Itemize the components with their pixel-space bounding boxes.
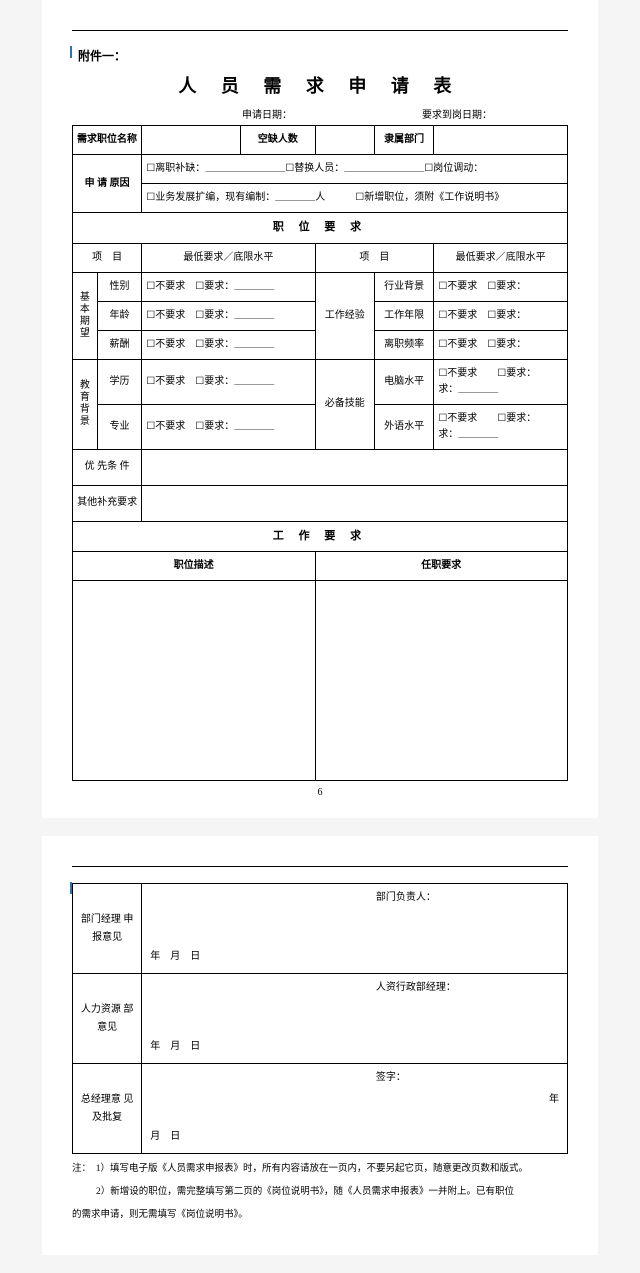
other-label: 其他补充要求 [73, 485, 142, 521]
required-date-label: 要求到岗日期： [422, 106, 492, 121]
major-value[interactable]: ☐不要求 ☐要求：＿＿＿＿ [142, 404, 315, 449]
hr-sig-label: 人资行政部经理： [376, 980, 456, 996]
duty-header: 任职要求 [315, 552, 567, 581]
col-min-right: 最低要求／底限水平 [434, 243, 568, 272]
col-min-left: 最低要求／底限水平 [142, 243, 315, 272]
mgr-cell[interactable]: 部门负责人： 年 月 日 [142, 884, 568, 974]
group-skill: 必备技能 [315, 359, 374, 449]
revision-mark-icon [70, 46, 72, 58]
item-years: 工作年限 [374, 301, 433, 330]
notes-prefix: 注： [72, 1164, 86, 1174]
hr-label: 人力资源 部意见 [73, 974, 142, 1064]
mgr-sig-label: 部门负责人： [376, 890, 436, 906]
item-edu: 学历 [97, 359, 142, 404]
item-turnover: 离职频率 [374, 330, 433, 359]
duty-value[interactable] [315, 581, 567, 781]
edu-value[interactable]: ☐不要求 ☐要求：＿＿＿＿ [142, 359, 315, 404]
item-computer: 电脑水平 [374, 359, 433, 404]
approval-table: 部门经理 申报意见 部门负责人： 年 月 日 人力资源 部意见 人资行政部经理：… [72, 883, 568, 1154]
mgr-label: 部门经理 申报意见 [73, 884, 142, 974]
col-item-right: 项 目 [315, 243, 434, 272]
gm-cell[interactable]: 签字： 年 月 日 [142, 1064, 568, 1154]
note-2: 2）新增设的职位，需完整填写第二页的《岗位说明书》，随《人员需求申报表》一并附上… [96, 1187, 514, 1197]
item-age: 年龄 [97, 301, 142, 330]
dept-label: 隶属部门 [374, 126, 433, 155]
col-item-left: 项 目 [73, 243, 142, 272]
years-value[interactable]: ☐不要求 ☐要求： [434, 301, 568, 330]
industry-value[interactable]: ☐不要求 ☐要求： [434, 272, 568, 301]
priority-label: 优 先条 件 [73, 449, 142, 485]
reason-line1[interactable]: ☐离职补缺：＿＿＿＿＿＿＿＿☐替换人员：＿＿＿＿＿＿＿＿☐岗位调动： [142, 155, 568, 184]
top-rule-2 [72, 866, 568, 867]
item-gender: 性别 [97, 272, 142, 301]
page-number: 6 [72, 787, 568, 798]
gm-label: 总经理意 见及批复 [73, 1064, 142, 1154]
page-1: 附件一： 人 员 需 求 申 请 表 申请日期： 要求到岗日期： 需求职位名称 … [42, 0, 598, 818]
dept-value[interactable] [434, 126, 568, 155]
vacancy-value[interactable] [315, 126, 374, 155]
date-row: 申请日期： 要求到岗日期： [72, 106, 568, 121]
reason-line2[interactable]: ☐业务发展扩编，现有编制：＿＿＿＿人 ☐新增职位，须附《工作说明书》 [142, 184, 568, 213]
gm-sig-label: 签字： [376, 1070, 406, 1086]
position-value[interactable] [142, 126, 241, 155]
turnover-value[interactable]: ☐不要求 ☐要求： [434, 330, 568, 359]
attachment-label: 附件一： [72, 47, 568, 64]
gm-year: 年 [549, 1092, 559, 1108]
salary-value[interactable]: ☐不要求 ☐要求：＿＿＿＿ [142, 330, 315, 359]
top-rule [72, 30, 568, 31]
mgr-date: 年 月 日 [150, 949, 200, 965]
desc-value[interactable] [73, 581, 316, 781]
hr-cell[interactable]: 人资行政部经理： 年 月 日 [142, 974, 568, 1064]
position-label: 需求职位名称 [73, 126, 142, 155]
computer-value[interactable]: ☐不要求 ☐要求：求：＿＿＿＿ [434, 359, 568, 404]
item-lang: 外语水平 [374, 404, 433, 449]
gender-value[interactable]: ☐不要求 ☐要求：＿＿＿＿ [142, 272, 315, 301]
note-1: 1）填写电子版《人员需求申报表》时，所有内容请放在一页内，不要另起它页，随意更改… [96, 1164, 528, 1174]
item-salary: 薪酬 [97, 330, 142, 359]
item-industry: 行业背景 [374, 272, 433, 301]
apply-date-label: 申请日期： [242, 106, 422, 121]
main-form-table: 需求职位名称 空缺人数 隶属部门 申 请 原因 ☐离职补缺：＿＿＿＿＿＿＿＿☐替… [72, 125, 568, 781]
vacancy-label: 空缺人数 [241, 126, 315, 155]
group-edu: 教育背景 [73, 359, 98, 449]
notes-block: 注： 1）填写电子版《人员需求申报表》时，所有内容请放在一页内，不要另起它页，随… [72, 1154, 568, 1235]
requirements-header: 职 位 要 求 [73, 213, 568, 244]
work-header: 工 作 要 求 [73, 521, 568, 552]
priority-value[interactable] [142, 449, 568, 485]
item-major: 专业 [97, 404, 142, 449]
hr-date: 年 月 日 [150, 1039, 200, 1055]
group-workexp: 工作经验 [315, 272, 374, 359]
reason-label: 申 请 原因 [73, 155, 142, 213]
gm-date: 月 日 [150, 1129, 180, 1145]
note-3: 的需求申请，则无需填写《岗位说明书》。 [72, 1210, 248, 1220]
group-basic: 基本期望 [73, 272, 98, 359]
page-2: 部门经理 申报意见 部门负责人： 年 月 日 人力资源 部意见 人资行政部经理：… [42, 836, 598, 1255]
lang-value[interactable]: ☐不要求 ☐要求：求：＿＿＿＿ [434, 404, 568, 449]
desc-header: 职位描述 [73, 552, 316, 581]
other-value[interactable] [142, 485, 568, 521]
revision-mark-icon-2 [70, 882, 72, 894]
age-value[interactable]: ☐不要求 ☐要求：＿＿＿＿ [142, 301, 315, 330]
form-title: 人 员 需 求 申 请 表 [72, 72, 568, 98]
